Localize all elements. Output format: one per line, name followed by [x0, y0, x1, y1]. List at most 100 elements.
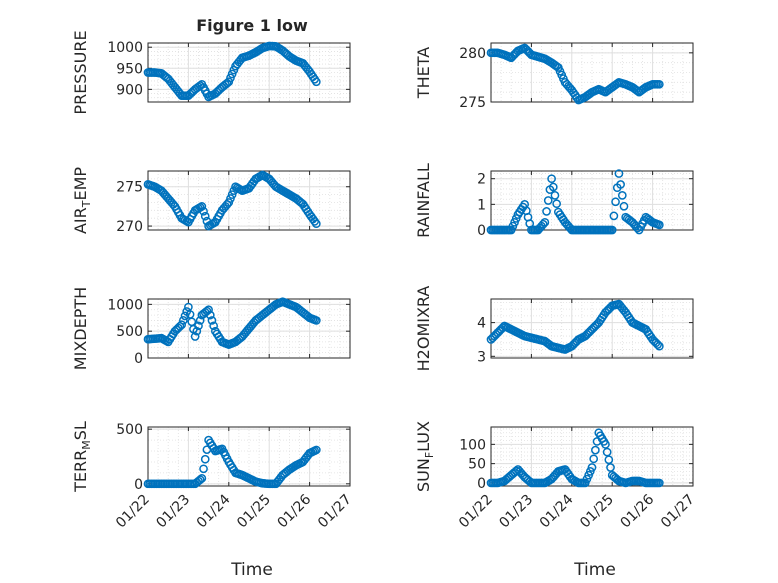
data-series — [486, 428, 664, 488]
axes-box — [490, 298, 694, 359]
axes-box — [147, 298, 351, 359]
y-axis-label: H2OMIXRA — [414, 286, 433, 372]
data-point — [197, 202, 207, 211]
y-tick-label: 275 — [459, 95, 486, 111]
data-point — [190, 332, 200, 341]
y-tick-label: 1 — [477, 197, 486, 213]
y-tick-label: 100 — [459, 437, 486, 453]
data-point — [538, 219, 548, 229]
y-axis-label: MIXDEPTH — [71, 287, 90, 370]
y-tick-label: 500 — [116, 422, 143, 438]
data-point — [195, 475, 205, 485]
y-tick-label: 275 — [116, 180, 143, 196]
data-point — [653, 340, 663, 349]
data-point — [199, 206, 208, 216]
data-point — [204, 305, 213, 315]
y-tick-label: 900 — [116, 82, 143, 98]
data-series — [486, 299, 664, 354]
data-point — [550, 191, 560, 200]
y-tick-label: 4 — [477, 316, 486, 332]
data-series — [143, 170, 321, 231]
data-point — [311, 445, 321, 455]
y-tick-label: 270 — [116, 219, 143, 235]
data-point — [591, 445, 600, 455]
data-point — [542, 207, 551, 216]
axes-box — [490, 42, 694, 103]
subplot-5: 0 500 1000 MIXDEPTH — [71, 287, 351, 370]
x-axis-label-right: Time — [573, 560, 616, 580]
data-point — [654, 79, 664, 89]
data-point — [179, 315, 188, 325]
y-axis-label: RAINFALL — [414, 163, 433, 238]
data-point — [177, 320, 187, 330]
y-tick-label: 950 — [116, 61, 143, 77]
data-point — [604, 455, 614, 465]
data-point — [617, 191, 627, 200]
data-point — [547, 174, 556, 184]
data-point — [654, 220, 664, 230]
figure-title: Figure 1 low — [196, 16, 308, 35]
data-point — [511, 466, 521, 476]
data-point — [589, 454, 599, 464]
data-series — [486, 43, 664, 105]
data-point — [607, 225, 617, 235]
data-point — [195, 316, 205, 325]
data-point — [197, 474, 207, 483]
axes-box — [147, 170, 351, 231]
data-point — [609, 211, 619, 221]
data-point — [209, 321, 218, 331]
data-point — [654, 341, 664, 351]
y-axis-label: SUNFLUX — [414, 421, 436, 492]
data-point — [552, 199, 562, 209]
axes-box — [147, 426, 351, 487]
subplot-3: 270 275 AIRTEMP — [71, 167, 351, 235]
data-point — [606, 463, 615, 472]
y-tick-label: 2 — [477, 172, 486, 188]
data-point — [587, 463, 597, 472]
y-axis-label: PRESSURE — [71, 30, 90, 114]
data-series — [143, 297, 321, 349]
data-point — [205, 310, 215, 320]
data-point — [540, 217, 550, 227]
data-point — [601, 440, 610, 449]
data-point — [180, 311, 190, 321]
y-axis-label: AIRTEMP — [71, 167, 93, 234]
data-point — [226, 194, 235, 203]
data-point — [619, 201, 629, 211]
data-point — [611, 197, 620, 207]
y-axis-label: THETA — [414, 47, 433, 99]
data-point — [614, 169, 624, 178]
subplot-4: 0 1 2 RAINFALL — [414, 163, 694, 239]
data-series — [486, 169, 664, 235]
subplot-1: 900 950 1000 PRESSURE — [71, 30, 351, 115]
data-point — [192, 326, 202, 336]
data-point — [548, 182, 558, 192]
plot-area — [491, 171, 693, 230]
data-point — [207, 316, 217, 325]
subplot-2: 275 280 THETA — [414, 42, 694, 111]
data-point — [227, 190, 237, 199]
y-tick-label: 50 — [468, 457, 486, 473]
y-tick-label: 0 — [134, 351, 143, 367]
y-tick-label: 3 — [477, 349, 486, 365]
data-point — [616, 180, 625, 189]
subplot-6: 3 4 H2OMIXRA — [414, 286, 694, 372]
data-point — [200, 454, 210, 464]
data-series — [143, 41, 321, 102]
y-tick-label: 0 — [134, 477, 143, 493]
data-point — [199, 464, 208, 474]
data-point — [602, 447, 612, 457]
axes-box — [490, 426, 694, 487]
y-tick-label: 280 — [459, 46, 486, 62]
y-tick-label: 1000 — [107, 40, 143, 56]
data-series — [143, 435, 321, 489]
data-point — [200, 211, 210, 221]
data-point — [654, 478, 664, 488]
data-point — [311, 316, 321, 325]
data-point — [543, 196, 553, 205]
data-point — [311, 219, 321, 229]
x-axis-label-left: Time — [230, 560, 273, 580]
y-tick-label: 0 — [477, 476, 486, 492]
